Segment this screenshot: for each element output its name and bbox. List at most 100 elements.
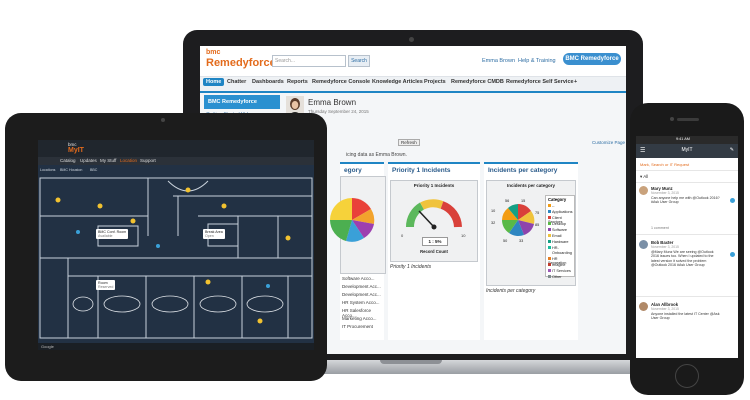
like-icon[interactable]: [730, 252, 735, 257]
tab-self-service[interactable]: Remedyforce Self Service: [506, 79, 574, 85]
breadcrumb-item[interactable]: BMC Houston: [60, 168, 83, 172]
legend-item: HR-: [548, 246, 559, 250]
myit-logo-small: bmc: [68, 142, 77, 147]
app-switcher-button[interactable]: BMC Remedyforce: [563, 53, 621, 65]
search-input[interactable]: Search...: [272, 55, 346, 67]
map-tooltip[interactable]: Room Reserved: [96, 280, 116, 290]
pie-chart[interactable]: Incidents per category 56 15 75 10 32 85…: [486, 180, 576, 286]
customize-page-link[interactable]: Customize Page: [592, 140, 626, 145]
post-author[interactable]: Bob Baxter: [651, 240, 674, 245]
phone-camera: [670, 117, 674, 121]
tooltip-title: BMC Conf. Room: [98, 230, 127, 234]
avatar[interactable]: [639, 240, 648, 249]
panel-footer-link[interactable]: Incidents per category: [486, 288, 536, 294]
tablet-camera: [161, 118, 165, 122]
post-text: Anyone installed the latest IT Center @A…: [651, 312, 720, 321]
legend-item: Desktop: [548, 222, 566, 226]
tab-chatter[interactable]: Chatter: [227, 79, 247, 85]
pie-label: 56: [505, 199, 510, 203]
table-row[interactable]: IT Procurement: [342, 324, 373, 329]
legend-item: Software: [548, 228, 567, 232]
legend-item: Other: [548, 275, 562, 279]
tab-dashboards[interactable]: Dashboards: [252, 79, 284, 85]
panel-footer-link[interactable]: Priority 1 Incidents: [390, 264, 432, 270]
avatar[interactable]: [639, 302, 648, 311]
dashboard-panel-priority: Priority 1 Incidents Priority 1 Incident…: [388, 162, 480, 340]
floor-plan-map[interactable]: [38, 176, 314, 343]
table-row[interactable]: Development Acc...: [342, 292, 381, 297]
tab-home[interactable]: Home: [203, 78, 225, 86]
table-row[interactable]: Marketing Acco...: [342, 316, 377, 321]
compose-icon[interactable]: ✎: [729, 147, 734, 153]
dashboard-panel-category: egory Software Acco... Development Acc..…: [330, 162, 386, 340]
comment-count-label: 1 comment: [651, 226, 669, 230]
feed-post[interactable]: Alan Allbrook November 3, 2015 Anyone in…: [639, 302, 735, 342]
tooltip-title: Break Area: [205, 230, 223, 234]
avatar[interactable]: [639, 186, 648, 195]
tooltip-sub: Available: [98, 234, 113, 238]
tooltip-title: Room: [98, 281, 108, 285]
gauge-reading: 1 : 5%: [422, 237, 448, 246]
divider: [636, 170, 738, 171]
profile-date: Thursday September 24, 2015: [308, 109, 369, 114]
search-button[interactable]: Search: [348, 55, 370, 67]
gauge-min: 0: [401, 233, 404, 238]
viewing-as-text: icing data as Emma Brown.: [346, 152, 407, 158]
myit-nav: Catalog Updates My Stuff Location Suppor…: [38, 157, 314, 165]
menu-icon[interactable]: ☰: [640, 148, 646, 154]
map-attribution: Google: [41, 344, 54, 349]
tab-cmdb[interactable]: Remedyforce CMDB: [451, 79, 504, 85]
tab-reports[interactable]: Reports: [287, 79, 308, 85]
profile-name[interactable]: Emma Brown: [308, 98, 357, 107]
pie-label: 50: [503, 239, 508, 243]
chart-area[interactable]: [330, 176, 386, 274]
map-tooltip[interactable]: BMC Conf. Room Available: [96, 229, 129, 239]
map-tooltip[interactable]: Break Area Open: [203, 229, 225, 239]
comment-count[interactable]: 1 comment: [639, 226, 735, 234]
breadcrumb-item[interactable]: Locations: [40, 168, 56, 172]
nav-updates[interactable]: Updates: [80, 158, 97, 163]
pie-label: 33: [519, 239, 524, 243]
divider: [636, 182, 738, 183]
chart-title: Incidents per category: [506, 183, 555, 188]
dashboard-panel-incidents: Incidents per category Incidents per cat…: [484, 162, 578, 340]
user-menu[interactable]: Emma Brown: [482, 58, 516, 64]
help-link[interactable]: Help & Training: [518, 58, 556, 64]
tab-add[interactable]: +: [574, 79, 578, 85]
tab-knowledge[interactable]: Knowledge Articles: [372, 79, 423, 85]
tab-console[interactable]: Remedyforce Console: [312, 79, 371, 85]
phone-home-button[interactable]: [675, 364, 699, 388]
like-icon[interactable]: [730, 198, 735, 203]
phone-speaker: [677, 118, 699, 121]
sidebar-title[interactable]: BMC Remedyforce: [204, 95, 280, 109]
panel-title: Incidents per category: [488, 167, 558, 174]
chart-legend: Category -- Applications Client Services…: [545, 195, 575, 279]
status-bar: 9:41 AM: [636, 136, 738, 144]
table-row[interactable]: Software Acco...: [342, 276, 375, 281]
search-request-link[interactable]: Mark, Search or IT Request: [640, 162, 690, 167]
post-author[interactable]: Alan Allbrook: [651, 302, 679, 307]
laptop-camera: [409, 37, 414, 42]
myit-logo[interactable]: MyIT: [68, 147, 84, 154]
pie-chart-graphic: [502, 204, 535, 237]
tab-bar: Home Chatter Dashboards Reports Remedyfo…: [200, 77, 626, 93]
table-row[interactable]: Development Acc...: [342, 284, 381, 289]
breadcrumb-item[interactable]: BBC: [90, 168, 98, 172]
post-author[interactable]: Mary Munz: [651, 186, 673, 191]
feed-post[interactable]: Mary Munz November 3, 2015 Can anyone he…: [639, 186, 735, 226]
nav-my-stuff[interactable]: My Stuff: [100, 158, 117, 163]
refresh-button[interactable]: Refresh: [398, 139, 420, 146]
table-row[interactable]: HR System Acco...: [342, 300, 380, 305]
post-time: November 3, 2015: [651, 245, 679, 249]
nav-support[interactable]: Support: [140, 158, 156, 163]
feed-filter[interactable]: ▾ All: [640, 174, 648, 180]
feed-post[interactable]: Bob Baxter November 3, 2015 @Mary Munz W…: [639, 240, 735, 292]
table-row[interactable]: HR Salesforce Acco...: [342, 308, 372, 318]
legend-title: Category: [548, 197, 567, 202]
nav-location[interactable]: Location: [120, 158, 138, 163]
legend-item: IT Services: [548, 269, 571, 273]
nav-catalog[interactable]: Catalog: [60, 158, 76, 163]
logo-remedyforce[interactable]: Remedyforce: [206, 57, 276, 69]
gauge-chart[interactable]: Priority 1 Incidents 0 10 1 : 5% Record …: [390, 180, 478, 262]
tab-projects[interactable]: Projects: [424, 79, 446, 85]
